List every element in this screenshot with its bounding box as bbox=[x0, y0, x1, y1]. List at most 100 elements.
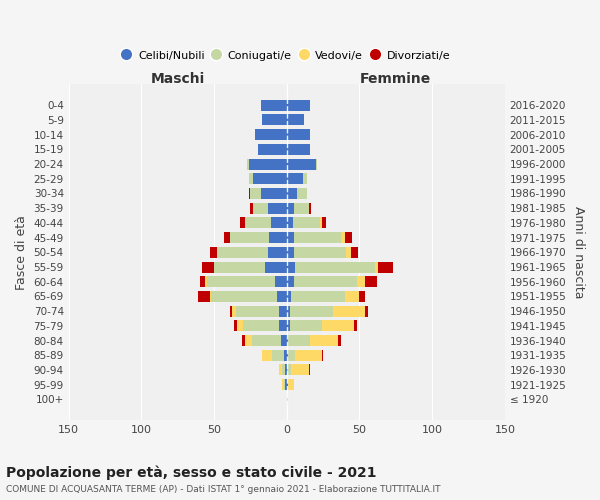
Bar bbox=[285, 379, 287, 390]
Bar bbox=[280, 306, 287, 316]
Bar bbox=[249, 174, 253, 184]
Bar bbox=[211, 291, 277, 302]
Bar bbox=[287, 218, 293, 228]
Bar bbox=[308, 202, 311, 213]
Bar bbox=[250, 202, 253, 213]
Bar bbox=[250, 188, 260, 199]
Bar bbox=[287, 158, 316, 170]
Bar bbox=[257, 144, 287, 155]
Bar bbox=[260, 100, 287, 111]
Bar bbox=[287, 232, 294, 243]
Bar bbox=[253, 202, 268, 213]
Bar bbox=[283, 364, 285, 376]
Bar bbox=[294, 232, 341, 243]
Bar bbox=[341, 232, 345, 243]
Bar bbox=[310, 335, 338, 346]
Bar bbox=[288, 379, 294, 390]
Bar bbox=[333, 306, 365, 316]
Bar bbox=[268, 202, 287, 213]
Bar bbox=[287, 379, 288, 390]
Bar bbox=[322, 218, 326, 228]
Bar bbox=[243, 320, 280, 332]
Bar bbox=[353, 320, 356, 332]
Bar bbox=[275, 276, 287, 287]
Bar bbox=[379, 262, 393, 272]
Bar bbox=[284, 350, 287, 361]
Bar bbox=[205, 276, 207, 287]
Text: Maschi: Maschi bbox=[151, 72, 205, 86]
Bar bbox=[287, 306, 290, 316]
Bar bbox=[230, 232, 269, 243]
Bar bbox=[316, 158, 317, 170]
Bar bbox=[217, 247, 268, 258]
Bar bbox=[209, 291, 211, 302]
Bar bbox=[293, 218, 320, 228]
Bar bbox=[322, 350, 323, 361]
Bar bbox=[291, 291, 345, 302]
Bar bbox=[268, 247, 287, 258]
Bar bbox=[214, 262, 265, 272]
Bar bbox=[290, 306, 333, 316]
Bar bbox=[287, 247, 294, 258]
Bar bbox=[235, 320, 238, 332]
Bar bbox=[262, 350, 272, 361]
Bar bbox=[245, 218, 271, 228]
Bar bbox=[303, 174, 307, 184]
Bar bbox=[202, 262, 214, 272]
Bar bbox=[262, 114, 287, 126]
Bar bbox=[287, 202, 294, 213]
Bar bbox=[269, 232, 287, 243]
Bar bbox=[271, 218, 287, 228]
Bar bbox=[247, 158, 249, 170]
Bar bbox=[287, 350, 288, 361]
Bar bbox=[200, 276, 205, 287]
Bar bbox=[294, 202, 308, 213]
Bar bbox=[249, 188, 250, 199]
Bar bbox=[198, 291, 209, 302]
Bar bbox=[288, 350, 295, 361]
Text: Femmine: Femmine bbox=[360, 72, 431, 86]
Bar bbox=[272, 350, 284, 361]
Bar bbox=[281, 335, 287, 346]
Bar bbox=[322, 320, 353, 332]
Bar bbox=[277, 291, 287, 302]
Bar bbox=[224, 232, 230, 243]
Bar bbox=[230, 306, 232, 316]
Bar bbox=[295, 350, 322, 361]
Bar bbox=[287, 276, 294, 287]
Bar bbox=[291, 364, 308, 376]
Bar bbox=[287, 364, 291, 376]
Bar bbox=[284, 379, 285, 390]
Legend: Celibi/Nubili, Coniugati/e, Vedovi/e, Divorziati/e: Celibi/Nubili, Coniugati/e, Vedovi/e, Di… bbox=[120, 46, 454, 64]
Bar bbox=[238, 320, 243, 332]
Bar bbox=[242, 335, 245, 346]
Bar bbox=[365, 306, 368, 316]
Bar bbox=[320, 218, 322, 228]
Bar bbox=[287, 320, 290, 332]
Bar bbox=[295, 262, 376, 272]
Bar bbox=[351, 247, 358, 258]
Bar bbox=[283, 379, 284, 390]
Bar bbox=[308, 364, 310, 376]
Bar bbox=[252, 335, 281, 346]
Text: Popolazione per età, sesso e stato civile - 2021: Popolazione per età, sesso e stato civil… bbox=[6, 465, 377, 479]
Bar bbox=[345, 232, 352, 243]
Text: COMUNE DI ACQUASANTA TERME (AP) - Dati ISTAT 1° gennaio 2021 - Elaborazione TUTT: COMUNE DI ACQUASANTA TERME (AP) - Dati I… bbox=[6, 485, 440, 494]
Bar bbox=[232, 306, 236, 316]
Bar bbox=[287, 291, 291, 302]
Bar bbox=[255, 129, 287, 140]
Bar bbox=[294, 276, 356, 287]
Bar bbox=[287, 100, 310, 111]
Bar bbox=[294, 247, 346, 258]
Y-axis label: Fasce di età: Fasce di età bbox=[15, 215, 28, 290]
Bar bbox=[260, 188, 287, 199]
Bar bbox=[287, 114, 304, 126]
Bar bbox=[288, 335, 310, 346]
Bar bbox=[290, 320, 322, 332]
Bar bbox=[207, 276, 275, 287]
Bar bbox=[245, 335, 252, 346]
Bar bbox=[249, 158, 287, 170]
Bar bbox=[287, 394, 288, 405]
Bar bbox=[285, 364, 287, 376]
Bar bbox=[287, 174, 303, 184]
